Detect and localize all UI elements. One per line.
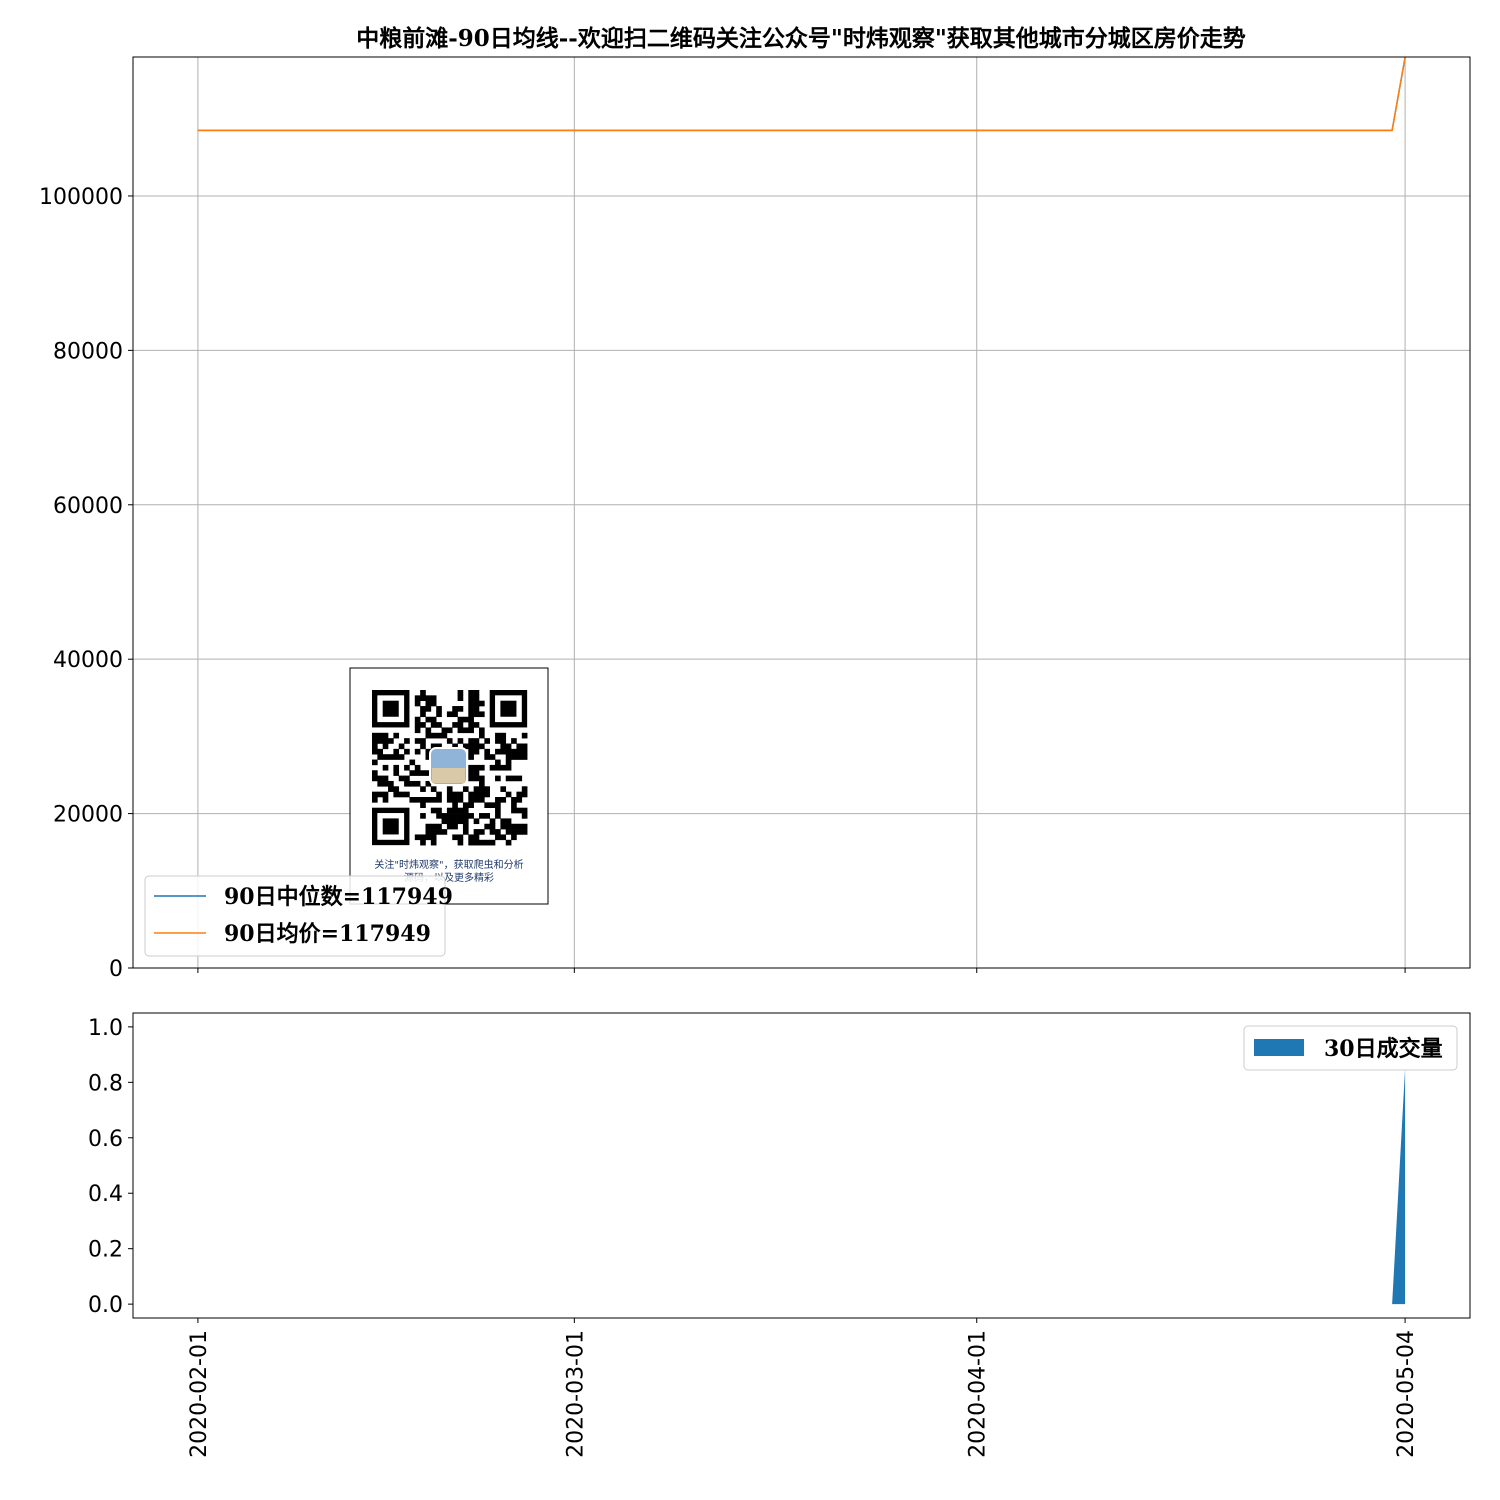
- price-plot-frame: [132, 56, 1471, 969]
- legend-label-mean: 90日均价=117949: [224, 921, 431, 947]
- legend-swatch-volume: [1254, 1039, 1304, 1056]
- y-tick-label: 0.6: [88, 1127, 123, 1152]
- chart-title: 中粮前滩-90日均线--欢迎扫二维码关注公众号"时炜观察"获取其他城市分城区房价…: [356, 25, 1246, 52]
- volume-panel: 0.0 0.2 0.4 0.6 0.8 1.0 2020-02-01 2020-03-01 2…: [88, 1012, 1471, 1458]
- y-tick-label: 60000: [53, 494, 123, 519]
- y-tick-label: 0.4: [88, 1182, 123, 1207]
- y-tick-label: 0.0: [88, 1293, 123, 1318]
- volume-legend: 30日成交量: [1243, 1025, 1458, 1071]
- x-tick-label: 2020-02-01: [187, 1330, 212, 1458]
- qr-code-inset: 关注"时炜观察"，获取爬虫和分析 源码，以及更多精彩: [349, 667, 549, 905]
- x-tick-label: 2020-04-01: [966, 1330, 991, 1458]
- qr-caption-line1: 关注"时炜观察"，获取爬虫和分析: [374, 858, 523, 871]
- y-tick-label: 40000: [53, 648, 123, 673]
- y-tick-label: 20000: [53, 803, 123, 828]
- legend-label-volume: 30日成交量: [1324, 1036, 1443, 1062]
- series-line-median: [197, 57, 1406, 132]
- price-panel: 0 20000 40000 60000 80000 100000 关注"时炜观察"，获取爬…: [39, 56, 1471, 982]
- y-tick-label: 0.8: [88, 1071, 123, 1096]
- series-line-mean: [197, 57, 1406, 132]
- y-tick-label: 0: [109, 957, 123, 982]
- qr-code-icon: [372, 690, 528, 846]
- price-legend: 90日中位数=117949 90日均价=117949: [144, 875, 453, 957]
- y-tick-label: 0.2: [88, 1238, 123, 1263]
- volume-area: [1392, 1068, 1406, 1305]
- y-tick-label: 1.0: [88, 1016, 123, 1041]
- y-tick-label: 80000: [53, 339, 123, 364]
- x-tick-label: 2020-03-01: [563, 1330, 588, 1458]
- y-tick-label: 100000: [39, 185, 123, 210]
- legend-label-median: 90日中位数=117949: [224, 884, 453, 910]
- volume-plot-frame: [132, 1012, 1471, 1319]
- x-tick-label: 2020-05-04: [1394, 1330, 1419, 1458]
